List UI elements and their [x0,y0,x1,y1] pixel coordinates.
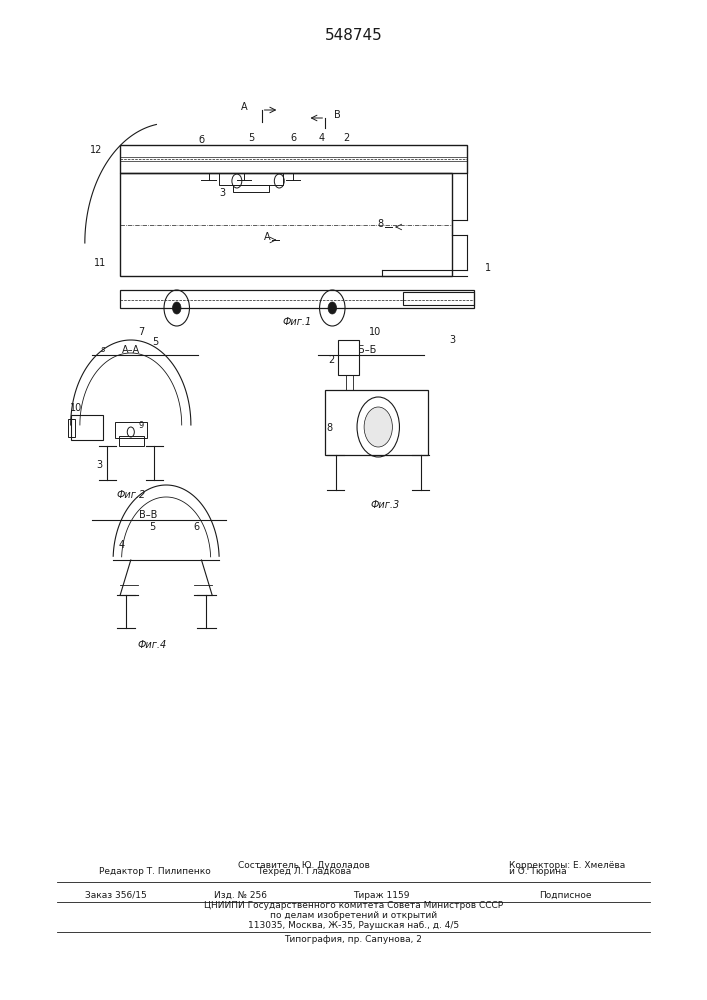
Text: 2: 2 [328,355,334,365]
Text: В–В: В–В [139,510,158,520]
Text: Фиг.4: Фиг.4 [137,640,167,650]
Circle shape [320,290,345,326]
Text: Фиг.3: Фиг.3 [370,500,400,510]
Text: и О. Тюрина: и О. Тюрина [509,867,567,876]
Circle shape [364,407,392,447]
Text: А: А [240,102,247,112]
Text: Подписное: Подписное [539,890,592,900]
Text: В: В [334,110,341,120]
Text: А–А: А–А [122,345,140,355]
Text: ЦНИИПИ Государственного комитета Совета Министров СССР: ЦНИИПИ Государственного комитета Совета … [204,900,503,910]
Text: 548745: 548745 [325,27,382,42]
Text: Техред Л. Гладкова: Техред Л. Гладкова [257,867,351,876]
Text: 113035, Москва, Ж-35, Раушская наб., д. 4/5: 113035, Москва, Ж-35, Раушская наб., д. … [248,920,459,930]
Bar [120,290,474,308]
Circle shape [328,302,337,314]
Text: 8: 8 [378,219,383,229]
Text: 2: 2 [344,133,349,143]
Circle shape [164,290,189,326]
Text: 10: 10 [368,327,381,337]
Text: 10: 10 [70,403,83,413]
Bar [403,292,474,305]
Text: 6: 6 [194,522,199,532]
Text: 6: 6 [291,133,296,143]
Text: 3: 3 [220,188,226,198]
Text: Редактор Т. Пилипенко: Редактор Т. Пилипенко [99,867,211,876]
Text: Фиг.2: Фиг.2 [116,490,146,500]
Text: Заказ 356/15: Заказ 356/15 [85,890,146,900]
Text: 7: 7 [139,327,144,337]
Text: А: А [264,232,271,242]
Text: 9: 9 [139,422,144,430]
Text: Фиг.1: Фиг.1 [282,317,312,327]
Text: 5: 5 [248,133,254,143]
Bar [120,173,452,276]
Text: 4: 4 [319,133,325,143]
Bar [325,390,428,455]
Text: Корректоры: Е. Хмелёва: Корректоры: Е. Хмелёва [509,860,625,869]
Text: 12: 12 [90,145,103,155]
Text: 5: 5 [153,337,158,347]
Text: 8: 8 [327,423,332,433]
Text: 4: 4 [119,540,124,550]
Bar [71,415,103,440]
Circle shape [173,302,181,314]
Text: 3: 3 [450,335,455,345]
Text: Изд. № 256: Изд. № 256 [214,890,267,900]
Text: б: б [199,135,204,145]
Text: Составитель Ю. Дудоладов: Составитель Ю. Дудоладов [238,860,370,869]
Text: s: s [101,346,105,355]
Text: 5: 5 [149,522,155,532]
Text: Тираж 1159: Тираж 1159 [354,890,410,900]
Bar [346,375,354,390]
Text: по делам изобретений и открытий: по делам изобретений и открытий [270,910,437,920]
Text: 1: 1 [485,263,491,273]
Text: 11: 11 [94,258,106,268]
Text: Типография, пр. Сапунова, 2: Типография, пр. Сапунова, 2 [284,936,423,944]
Bar [219,173,283,185]
Text: Б–Б: Б–Б [358,345,377,355]
Bar [338,340,359,375]
Bar [68,419,75,437]
Text: 3: 3 [96,460,102,470]
Bar [119,436,144,446]
Bar [233,185,269,192]
Bar [115,422,147,438]
Bar [120,145,467,173]
